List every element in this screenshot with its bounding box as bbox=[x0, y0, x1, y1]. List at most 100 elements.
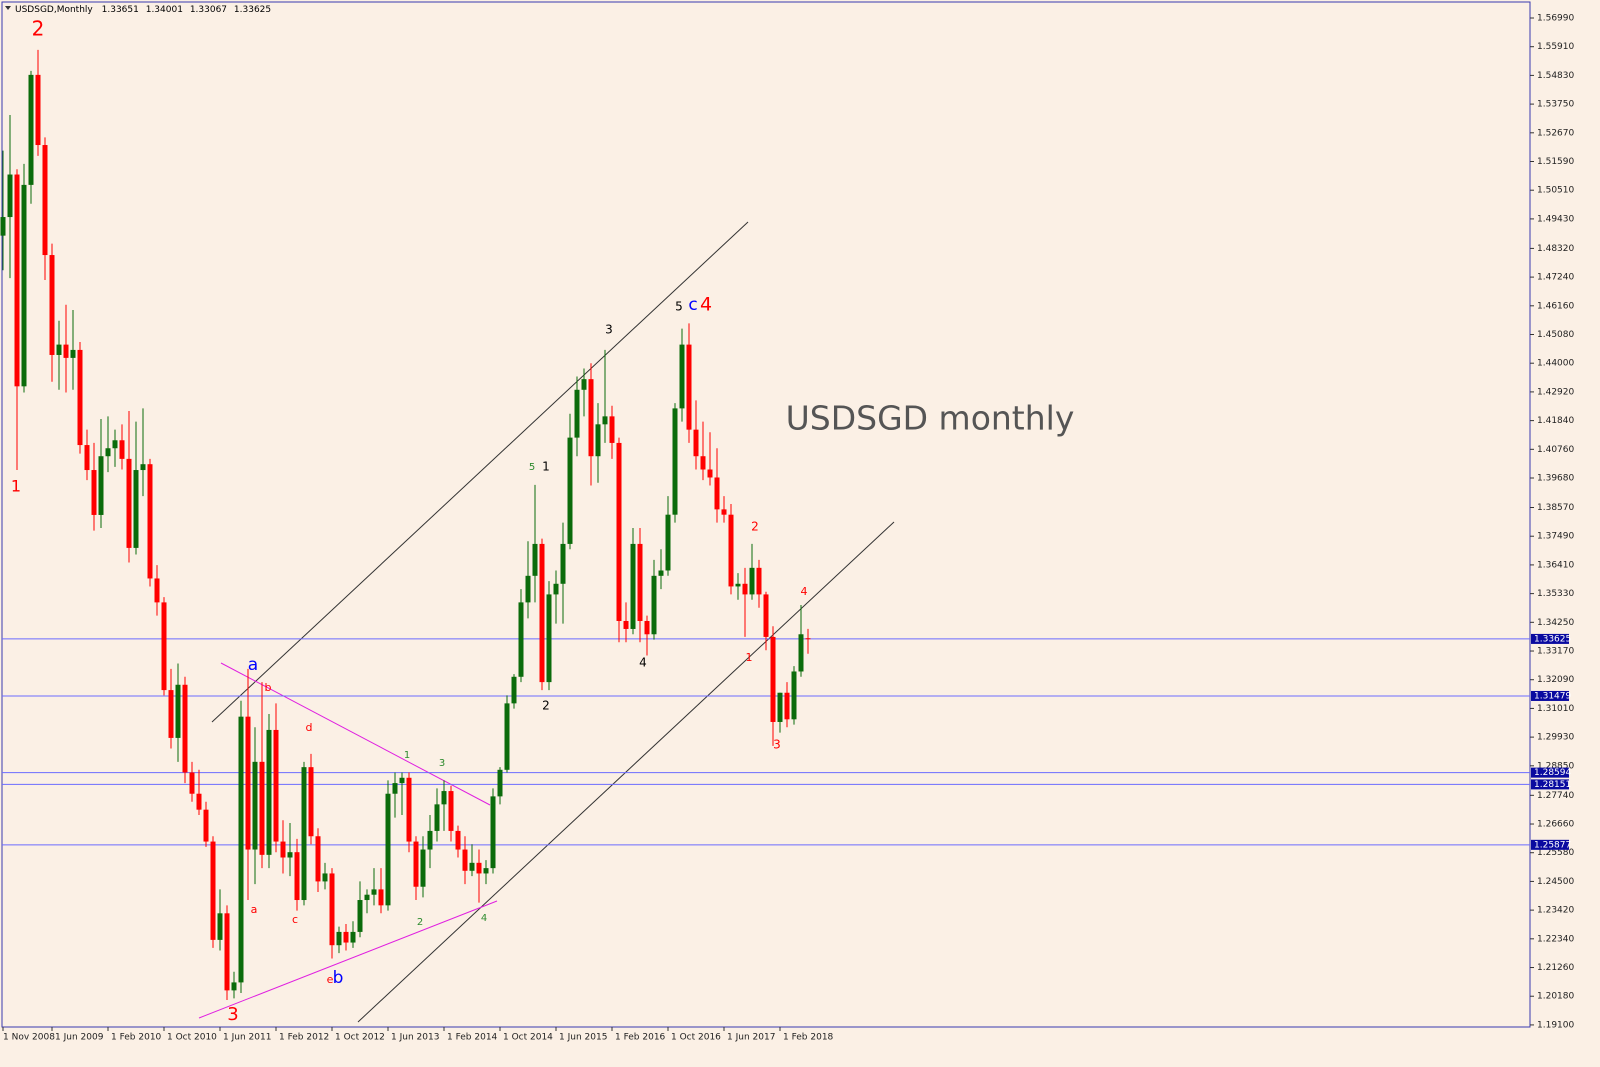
candle-body bbox=[308, 767, 314, 837]
candle-body bbox=[210, 841, 216, 940]
y-tick-label: 1.42920 bbox=[1537, 387, 1574, 397]
y-tick-label: 1.29930 bbox=[1537, 733, 1574, 743]
candle-body bbox=[532, 543, 538, 576]
price-label-box bbox=[1531, 839, 1569, 850]
candle-body bbox=[329, 873, 335, 946]
y-tick-label: 1.26660 bbox=[1537, 820, 1574, 830]
x-tick-label: 1 Feb 2014 bbox=[447, 1033, 498, 1043]
x-tick-label: 1 Nov 2008 bbox=[3, 1033, 55, 1043]
wave-label: 3 bbox=[605, 323, 613, 337]
candle-body bbox=[406, 777, 412, 842]
price-label-box bbox=[1531, 690, 1569, 701]
triangle-upper bbox=[220, 662, 491, 806]
wave-label: 2 bbox=[751, 520, 759, 534]
candle-body bbox=[14, 174, 20, 387]
candle-body bbox=[763, 594, 769, 637]
y-tick-label: 1.32090 bbox=[1537, 675, 1574, 685]
y-tick-label: 1.53750 bbox=[1537, 100, 1574, 110]
candle-body bbox=[497, 769, 503, 797]
candle-body bbox=[749, 567, 755, 595]
candle-body bbox=[392, 783, 398, 794]
wave-label: c bbox=[688, 295, 697, 315]
candle-body bbox=[595, 424, 601, 457]
wave-label: 1 bbox=[542, 460, 550, 474]
candle-body bbox=[455, 830, 461, 850]
x-tick-label: 1 Feb 2018 bbox=[783, 1033, 834, 1043]
candle-body bbox=[448, 791, 454, 831]
candle-body bbox=[518, 602, 524, 677]
candle-body bbox=[658, 570, 664, 576]
candle-body bbox=[7, 174, 13, 218]
y-tick-label: 1.34250 bbox=[1537, 618, 1574, 628]
y-tick-label: 1.49430 bbox=[1537, 214, 1574, 224]
wave-label: a bbox=[248, 655, 258, 675]
candle-body bbox=[609, 416, 615, 443]
candle-body bbox=[553, 583, 559, 595]
y-tick-label: 1.22340 bbox=[1537, 934, 1574, 944]
wave-label: USDSGD monthly bbox=[786, 399, 1075, 438]
y-tick-label: 1.37490 bbox=[1537, 532, 1574, 542]
candle-body bbox=[672, 408, 678, 515]
candle-body bbox=[616, 442, 622, 621]
wave-label: 3 bbox=[227, 1004, 238, 1025]
candle-body bbox=[126, 458, 132, 548]
price-label-box bbox=[1531, 779, 1569, 790]
y-tick-label: 1.23420 bbox=[1537, 906, 1574, 916]
menu-arrow[interactable] bbox=[5, 6, 11, 10]
y-tick-label: 1.20180 bbox=[1537, 992, 1574, 1002]
y-tick-label: 1.44000 bbox=[1537, 359, 1574, 369]
candle-body bbox=[791, 671, 797, 720]
y-tick-label: 1.54830 bbox=[1537, 71, 1574, 81]
candle-body bbox=[175, 684, 181, 738]
x-tick-label: 1 Jun 2011 bbox=[223, 1033, 271, 1043]
candle-body bbox=[469, 862, 475, 871]
candle-body bbox=[0, 217, 6, 236]
candle-body bbox=[525, 575, 531, 603]
y-tick-label: 1.38570 bbox=[1537, 503, 1574, 513]
candle-body bbox=[693, 429, 699, 457]
wave-label: a bbox=[251, 903, 258, 916]
wave-label: b bbox=[333, 968, 344, 988]
y-tick-label: 1.21260 bbox=[1537, 963, 1574, 973]
candle-body bbox=[21, 184, 27, 387]
price-label: 1.28594 bbox=[1534, 768, 1571, 778]
candle-body bbox=[707, 469, 713, 478]
candle-body bbox=[357, 900, 363, 932]
candle-body bbox=[252, 761, 258, 850]
candle-body bbox=[42, 145, 48, 256]
candle-body bbox=[539, 543, 545, 683]
price-label-box bbox=[1531, 633, 1569, 644]
candle-body bbox=[343, 931, 349, 943]
candles bbox=[0, 49, 811, 1000]
price-label: 1.28151 bbox=[1534, 780, 1571, 790]
wave-label: 3 bbox=[773, 738, 781, 752]
wave-label: 4 bbox=[700, 294, 712, 316]
channel-lower bbox=[357, 521, 895, 1023]
candle-body bbox=[91, 470, 97, 515]
price-label: 1.25877 bbox=[1534, 840, 1571, 850]
y-tick-label: 1.28850 bbox=[1537, 761, 1574, 771]
y-tick-label: 1.56990 bbox=[1537, 13, 1574, 23]
candle-body bbox=[182, 684, 188, 773]
wave-label: 3 bbox=[439, 758, 445, 769]
y-tick-label: 1.33170 bbox=[1537, 647, 1574, 657]
low-value: 1.33067 bbox=[190, 5, 227, 15]
candle-body bbox=[161, 602, 167, 691]
candle-body bbox=[196, 793, 202, 810]
wave-label: b bbox=[265, 681, 272, 694]
price-label: 1.31479 bbox=[1534, 691, 1571, 701]
candle-body bbox=[602, 416, 608, 425]
candle-body bbox=[651, 575, 657, 635]
candle-body bbox=[742, 583, 748, 595]
candle-body bbox=[546, 594, 552, 683]
x-tick-label: 1 Jun 2017 bbox=[727, 1033, 775, 1043]
candle-body bbox=[336, 931, 342, 946]
candle-body bbox=[56, 344, 62, 355]
x-tick-label: 1 Oct 2016 bbox=[671, 1033, 721, 1043]
candle-body bbox=[504, 703, 510, 770]
candle-body bbox=[35, 74, 41, 146]
close-value: 1.33625 bbox=[234, 5, 271, 15]
